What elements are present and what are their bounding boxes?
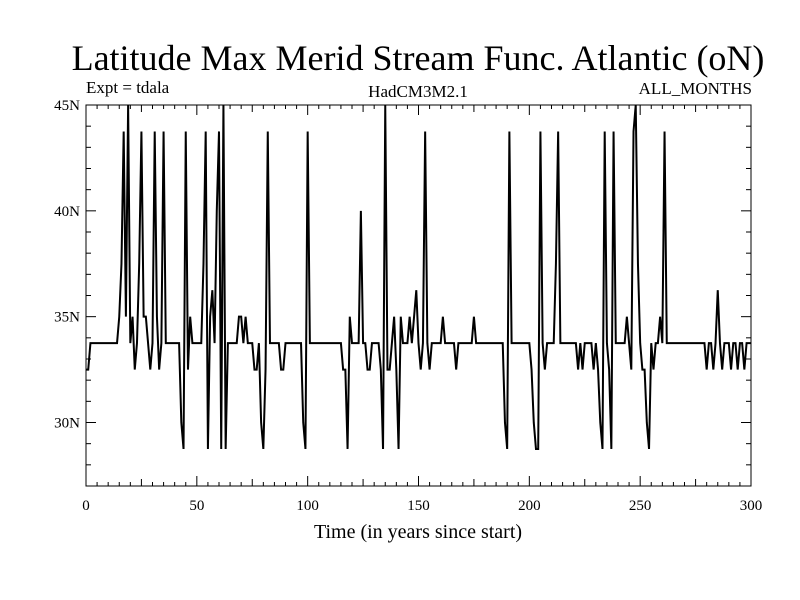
x-tick-label: 150 [407,498,430,514]
x-axis-tick-labels: 0 50 100 150 200 250 300 [82,498,762,514]
x-tick-label: 0 [82,498,90,514]
x-tick-label: 250 [629,498,652,514]
x-tick-label: 200 [518,498,541,514]
chart-title: Latitude Max Merid Stream Func. Atlantic… [72,38,765,78]
y-tick-label: 45N [54,98,80,114]
y-axis-tick-labels: 30N 35N 40N 45N [54,98,80,432]
x-tick-label: 100 [296,498,319,514]
y-tick-label: 35N [54,310,80,326]
series-line [86,104,751,450]
plot-frame [85,104,752,487]
x-axis-label: Time (in years since start) [314,521,522,543]
x-tick-label: 300 [740,498,763,514]
months-label: ALL_MONTHS [639,79,752,98]
y-tick-label: 30N [54,416,80,432]
experiment-label: Expt = tdala [86,78,170,97]
x-tick-label: 50 [189,498,204,514]
y-tick-label: 40N [54,204,80,220]
model-label: HadCM3M2.1 [368,82,468,101]
